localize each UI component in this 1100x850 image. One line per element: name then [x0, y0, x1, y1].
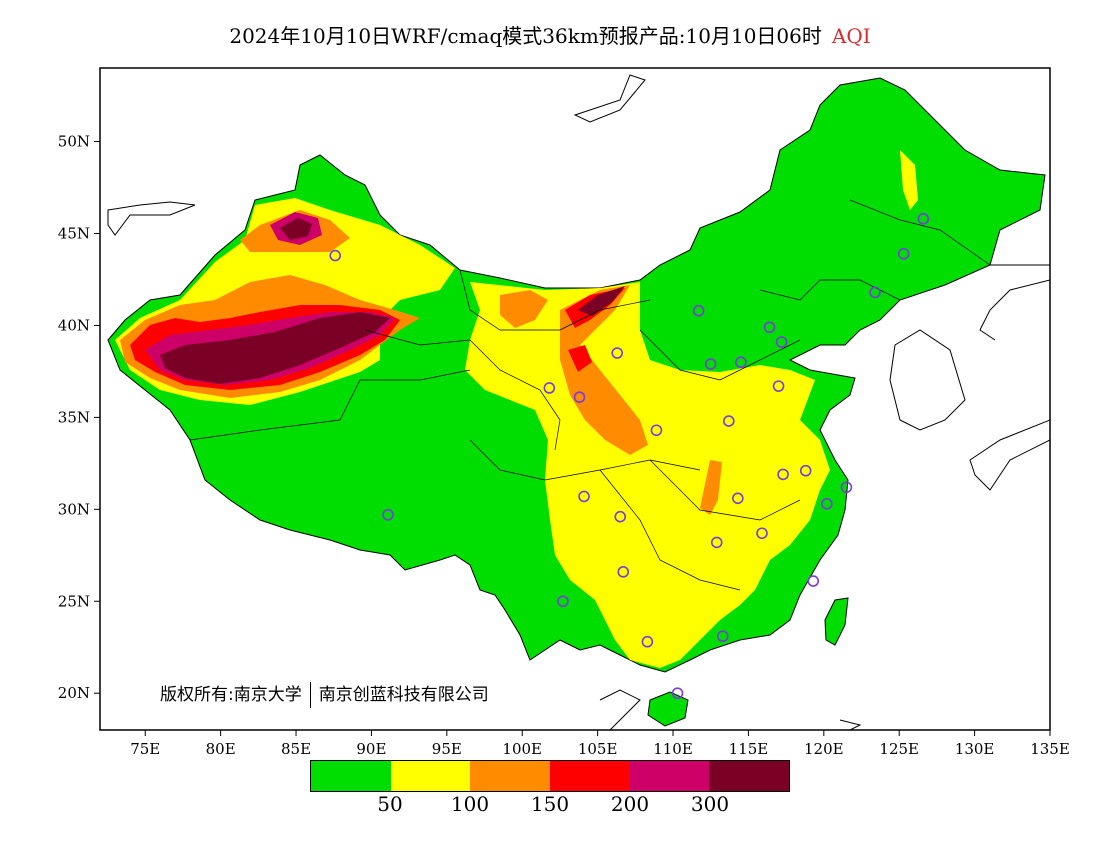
colorbar-label: 150	[530, 792, 570, 816]
lon-tick-label: 80E	[206, 740, 236, 758]
longitude-axis: 75E 80E 85E 90E 95E 100E 105E 110E 115E 120E 125E 1…	[130, 730, 1070, 758]
copyright-notice: 版权所有:南京大学 南京创蓝科技有限公司	[160, 680, 489, 708]
colorbar-label: 100	[450, 792, 490, 816]
station-marker	[777, 468, 789, 481]
aqi-zone-usg	[560, 285, 648, 455]
station-marker	[617, 566, 630, 578]
aqi-zone-moderate	[900, 150, 918, 210]
lon-tick-label: 95E	[432, 740, 462, 758]
station-marker	[716, 630, 729, 643]
station-marker	[799, 464, 812, 477]
aqi-zone-usg	[500, 290, 548, 328]
lon-tick-label: 120E	[804, 740, 844, 758]
colorbar-label: 50	[377, 792, 403, 816]
latitude-axis: 50N 45N 40N 35N 30N 25N 20N	[58, 133, 100, 702]
station-marker	[382, 509, 394, 521]
station-marker	[840, 481, 853, 494]
province-boundaries	[189, 199, 991, 591]
station-marker	[710, 536, 723, 549]
colorbar-swatch	[629, 761, 710, 791]
colorbar-swatch	[550, 761, 630, 791]
aqi-zone-usg	[700, 460, 722, 515]
lat-tick-label: 20N	[58, 684, 90, 702]
station-marker	[917, 212, 930, 225]
station-marker	[641, 635, 654, 648]
coastlines	[107, 74, 1050, 730]
station-marker	[897, 247, 910, 260]
station-marker	[614, 510, 627, 523]
lat-tick-label: 40N	[58, 316, 90, 334]
title-variable: AQI	[831, 24, 871, 48]
lon-tick-label: 85E	[281, 740, 311, 758]
lat-tick-label: 25N	[58, 592, 90, 610]
aqi-zone-moderate	[465, 282, 830, 668]
lat-tick-label: 45N	[58, 225, 90, 243]
station-marker	[573, 391, 586, 403]
station-marker	[735, 356, 747, 369]
station-marker	[723, 415, 735, 427]
lon-tick-label: 90E	[356, 740, 386, 758]
station-marker	[807, 575, 820, 587]
station-marker	[578, 490, 590, 503]
station-marker	[772, 380, 785, 392]
colorbar-label: 200	[610, 792, 650, 816]
lon-tick-label: 75E	[130, 740, 160, 758]
map-frame	[99, 67, 1051, 731]
station-marker	[732, 492, 744, 505]
aqi-zone-unhealthy	[568, 345, 592, 372]
lon-tick-label: 105E	[578, 740, 618, 758]
station-marker	[329, 249, 342, 262]
colorbar-label: 300	[690, 792, 730, 816]
station-marker	[763, 321, 776, 334]
title-main: 2024年10月10日WRF/cmaq模式36km预报产品:10月10日06时	[229, 24, 822, 48]
lon-tick-label: 130E	[955, 740, 995, 758]
copyright-text-1: 版权所有:南京大学	[160, 685, 302, 705]
colorbar-swatch	[311, 761, 391, 791]
copyright-separator	[309, 682, 311, 708]
station-markers	[329, 212, 930, 700]
station-marker	[543, 382, 556, 394]
station-marker	[671, 687, 684, 700]
lon-tick-label: 135E	[1030, 740, 1070, 758]
station-marker	[756, 527, 768, 540]
station-marker	[650, 424, 663, 437]
lon-tick-label: 115E	[729, 740, 769, 758]
lat-tick-label: 30N	[58, 500, 90, 518]
taiwan-island	[824, 597, 849, 646]
station-marker	[869, 286, 881, 299]
colorbar-swatch	[470, 761, 551, 791]
station-marker	[692, 304, 705, 317]
station-marker	[775, 336, 788, 348]
aqi-zone-hazardous	[280, 218, 312, 240]
lat-tick-label: 35N	[58, 408, 90, 426]
hainan-island	[647, 691, 689, 727]
station-marker	[821, 498, 833, 510]
lon-tick-label: 125E	[879, 740, 919, 758]
colorbar-swatch	[390, 761, 471, 791]
station-marker	[611, 347, 624, 359]
station-marker	[704, 358, 717, 370]
station-marker	[557, 595, 569, 608]
aqi-zone-hazardous	[160, 312, 390, 384]
aqi-colorbar	[310, 760, 790, 792]
colorbar-swatch	[709, 761, 790, 791]
copyright-text-2: 南京创蓝科技有限公司	[318, 685, 489, 705]
lon-tick-label: 100E	[502, 740, 542, 758]
map-title: 2024年10月10日WRF/cmaq模式36km预报产品:10月10日06时 A…	[0, 20, 1100, 49]
aqi-zone-hazardous	[578, 286, 625, 316]
lon-tick-label: 110E	[653, 740, 693, 758]
lat-tick-label: 50N	[58, 133, 90, 151]
